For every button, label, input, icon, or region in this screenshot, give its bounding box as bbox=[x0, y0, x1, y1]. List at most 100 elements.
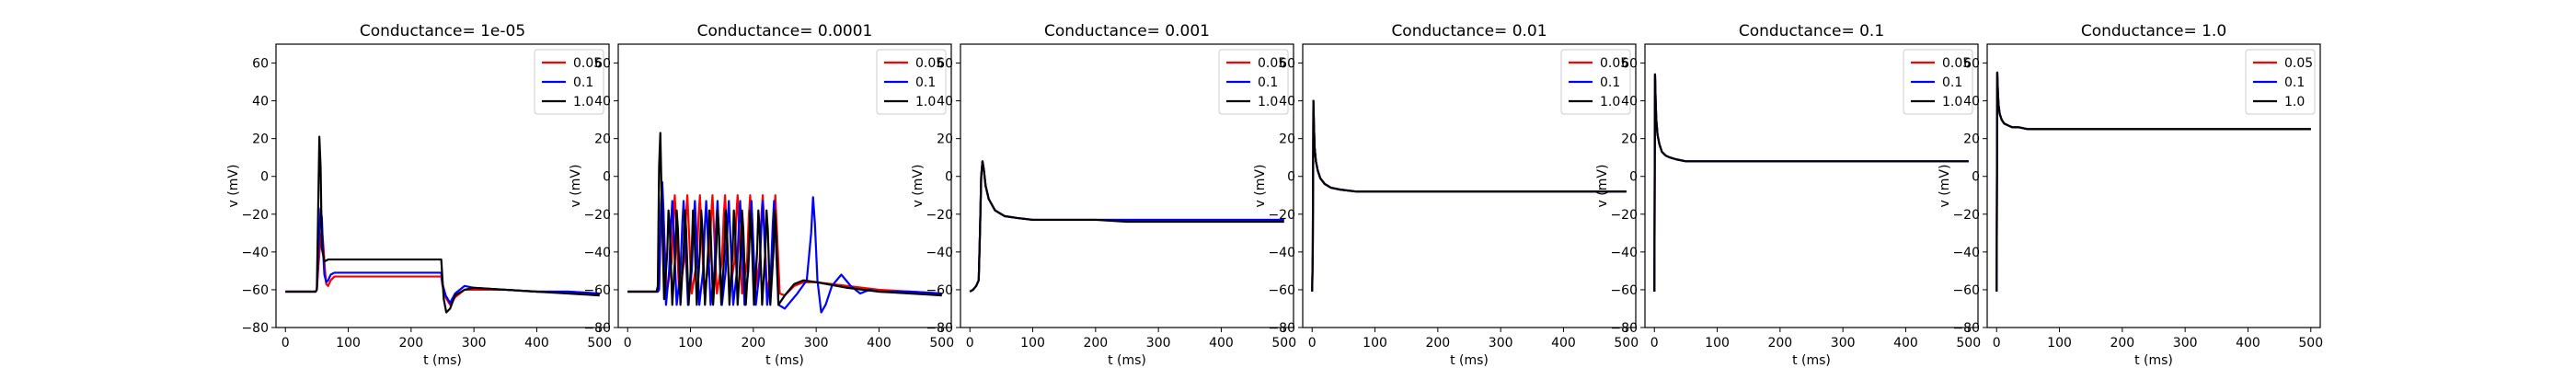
x-axis-label: t (ms) bbox=[1792, 353, 1831, 368]
x-tick-label: 0 bbox=[624, 336, 632, 351]
y-tick-label: 20 bbox=[1621, 132, 1638, 147]
x-tick-label: 400 bbox=[867, 336, 891, 351]
y-tick-label: −20 bbox=[926, 208, 953, 223]
legend-label: 1.0 bbox=[573, 95, 593, 109]
chart-panel: 0 100 200 300 400 500−80−60−40−200204060Condu… bbox=[1595, 22, 1981, 368]
legend-box bbox=[534, 49, 604, 115]
legend-label: 0.1 bbox=[1942, 75, 1962, 90]
series-line-0.05 bbox=[1311, 99, 1627, 293]
chart-panel: 0 100 200 300 400 500−80−60−40−200204060Condu… bbox=[1253, 22, 1639, 368]
legend-box bbox=[1560, 49, 1631, 115]
x-axis-label: t (ms) bbox=[1450, 353, 1489, 368]
y-tick-label: −80 bbox=[583, 321, 611, 336]
y-tick-label: −40 bbox=[1952, 246, 1980, 260]
x-axis-label: t (ms) bbox=[423, 353, 462, 368]
y-tick-label: 40 bbox=[252, 95, 269, 109]
legend: 0.05 0.1 1.0 bbox=[1560, 49, 1631, 115]
y-tick-label: 0 bbox=[1972, 170, 1980, 185]
x-tick-label: 200 bbox=[1425, 336, 1450, 351]
x-tick-label: 100 bbox=[1363, 336, 1387, 351]
legend-box bbox=[2245, 49, 2316, 115]
legend-box bbox=[1903, 49, 1973, 115]
x-tick-label: 300 bbox=[1831, 336, 1856, 351]
y-axis-label: v (mV) bbox=[911, 165, 926, 208]
legend: 0.05 0.1 1.0 bbox=[2245, 49, 2316, 115]
plot-frame bbox=[1644, 43, 1979, 328]
y-tick-label: 40 bbox=[937, 95, 953, 109]
x-tick-label: 100 bbox=[1020, 336, 1045, 351]
legend-label: 1.0 bbox=[915, 95, 936, 109]
x-tick-label: 400 bbox=[1209, 336, 1234, 351]
series-line-0.1 bbox=[1311, 99, 1627, 293]
series-line-1.0 bbox=[1653, 73, 1969, 292]
x-tick-label: 0 bbox=[282, 336, 290, 351]
chart-panel: 0 100 200 300 400 500−80−60−40−200204060Condu… bbox=[569, 22, 954, 368]
y-axis-label: v (mV) bbox=[226, 165, 241, 208]
x-axis-label: t (ms) bbox=[1108, 353, 1146, 368]
y-tick-label: −80 bbox=[926, 321, 953, 336]
y-tick-label: 0 bbox=[945, 170, 953, 185]
x-tick-label: 300 bbox=[2173, 336, 2198, 351]
y-tick-label: −60 bbox=[1952, 283, 1980, 298]
y-tick-label: 60 bbox=[1963, 57, 1980, 72]
y-tick-label: 40 bbox=[1279, 95, 1295, 109]
y-tick-label: 20 bbox=[252, 132, 269, 147]
chart-title: Conductance= 1e-05 bbox=[360, 22, 525, 40]
x-tick-label: 500 bbox=[929, 336, 954, 351]
y-axis-label: v (mV) bbox=[1595, 165, 1610, 208]
legend-label: 0.05 bbox=[915, 56, 944, 71]
y-tick-label: 60 bbox=[937, 57, 953, 72]
legend-label: 0.1 bbox=[573, 75, 593, 90]
y-tick-label: −20 bbox=[1610, 208, 1638, 223]
x-tick-label: 100 bbox=[678, 336, 703, 351]
x-tick-label: 200 bbox=[398, 336, 423, 351]
plot-frame bbox=[1986, 43, 2321, 328]
chart-title: Conductance= 0.001 bbox=[1044, 22, 1210, 40]
y-tick-label: −40 bbox=[926, 246, 953, 260]
legend-box bbox=[1218, 49, 1289, 115]
legend-label: 0.1 bbox=[2284, 75, 2305, 90]
legend: 0.05 0.1 1.0 bbox=[534, 49, 604, 115]
series-line-1.0 bbox=[627, 132, 942, 306]
chart-title: Conductance= 0.1 bbox=[1739, 22, 1884, 40]
y-tick-label: −60 bbox=[926, 283, 953, 298]
y-tick-label: −80 bbox=[241, 321, 269, 336]
y-tick-label: 60 bbox=[1279, 57, 1295, 72]
x-tick-label: 300 bbox=[804, 336, 829, 351]
series-line-1.0 bbox=[285, 135, 600, 314]
legend-label: 0.05 bbox=[573, 56, 602, 71]
legend-label: 1.0 bbox=[2284, 95, 2305, 109]
series-line-1.0 bbox=[1995, 71, 2311, 292]
chart-title: Conductance= 0.01 bbox=[1391, 22, 1547, 40]
x-tick-label: 0 bbox=[1993, 336, 2001, 351]
chart-panel: 0 100 200 300 400 500−80−60−40−200204060Condu… bbox=[911, 22, 1296, 368]
x-tick-label: 500 bbox=[1614, 336, 1639, 351]
y-tick-label: −60 bbox=[241, 283, 269, 298]
legend-label: 1.0 bbox=[1942, 95, 1962, 109]
legend: 0.05 0.1 1.0 bbox=[1903, 49, 1973, 115]
legend-label: 1.0 bbox=[1600, 95, 1620, 109]
chart-title: Conductance= 0.0001 bbox=[697, 22, 873, 40]
y-tick-label: 60 bbox=[252, 57, 269, 72]
y-tick-label: −40 bbox=[1610, 246, 1638, 260]
x-tick-label: 400 bbox=[2236, 336, 2260, 351]
plot-frame bbox=[960, 43, 1294, 328]
x-axis-label: t (ms) bbox=[765, 353, 804, 368]
y-tick-label: 0 bbox=[1287, 170, 1295, 185]
y-tick-label: −20 bbox=[1952, 208, 1980, 223]
x-tick-label: 200 bbox=[2110, 336, 2134, 351]
y-tick-label: −80 bbox=[1610, 321, 1638, 336]
y-tick-label: 0 bbox=[260, 170, 269, 185]
y-tick-label: 60 bbox=[1621, 57, 1638, 72]
legend-label: 0.05 bbox=[1258, 56, 1286, 71]
legend-label: 0.1 bbox=[1258, 75, 1278, 90]
x-tick-label: 300 bbox=[462, 336, 487, 351]
y-tick-label: 40 bbox=[1621, 95, 1638, 109]
x-tick-label: 100 bbox=[1705, 336, 1730, 351]
x-tick-label: 400 bbox=[524, 336, 549, 351]
y-tick-label: 60 bbox=[594, 57, 611, 72]
x-tick-label: 300 bbox=[1489, 336, 1513, 351]
chart-title: Conductance= 1.0 bbox=[2081, 22, 2226, 40]
series-line-0.05 bbox=[969, 160, 1284, 293]
